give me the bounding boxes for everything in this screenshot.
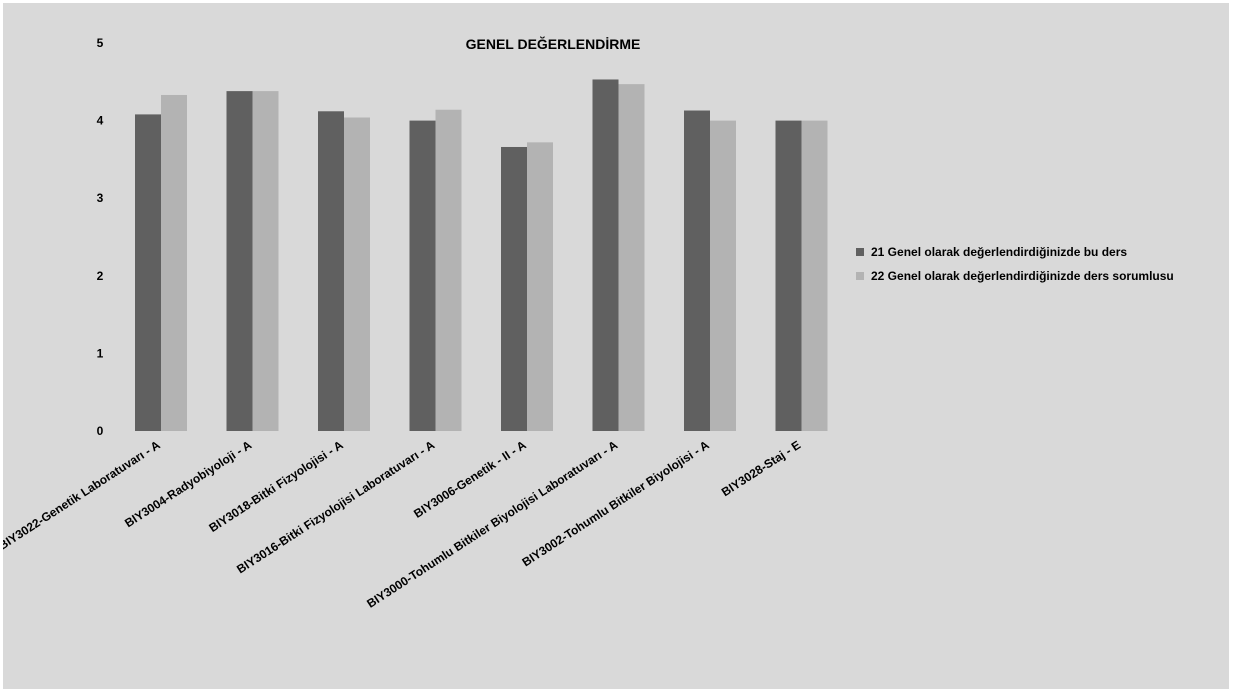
bar-series-1 [409,120,436,431]
bar-series-2 [618,84,645,432]
bar-series-2 [161,94,187,431]
bar-series-2 [435,109,462,432]
x-tick-label: BIY3002-Tohumlu Bitkiler Biyolojisi - A [519,438,711,570]
x-tick-label: BIY3016-Bitki Fizyolojisi Laboratuvarı -… [234,438,437,577]
y-tick-label: 2 [97,269,104,283]
y-tick-label: 4 [97,114,104,128]
y-tick-label: 0 [97,424,104,438]
bar-series-2 [527,142,553,431]
bar-series-1 [592,79,619,432]
bar-series-1 [501,146,527,431]
y-axis: 0 1 2 3 4 5 [97,36,104,438]
legend: 21 Genel olarak değerlendirdiğinizde bu … [856,245,1174,283]
y-tick-label: 3 [97,191,104,205]
bar-series-2 [801,120,828,431]
bar-series-1 [684,110,710,432]
x-tick-label: BIY3028-Staj - E [719,438,803,500]
bar-series-1 [226,91,253,431]
x-axis: BIY3022-Genetik Laboratuvarı - ABIY3004-… [3,438,803,611]
x-tick-label: BIY3022-Genetik Laboratuvarı - A [3,438,163,553]
y-tick-label: 1 [97,346,104,360]
y-tick-label: 5 [97,36,104,50]
bar-series-1 [775,120,802,431]
legend-label: 21 Genel olarak değerlendirdiğinizde bu … [871,245,1127,259]
bar-series-2 [710,120,736,431]
bar-series-2 [344,117,370,431]
chart-title: GENEL DEĞERLENDİRME [466,35,641,52]
bar-chart: GENEL DEĞERLENDİRME 0 1 2 3 4 5 BIY3022-Genet… [3,35,1174,611]
bar-series-2 [252,91,279,431]
chart-area: GENEL DEĞERLENDİRME 0 1 2 3 4 5 BIY3022-Genet… [3,3,1229,689]
legend-label: 22 Genel olarak değerlendirdiğinizde der… [871,269,1174,283]
bars [135,79,828,432]
legend-swatch [856,272,864,280]
legend-swatch [856,248,864,256]
bar-series-1 [135,114,161,431]
bar-series-1 [318,111,344,432]
